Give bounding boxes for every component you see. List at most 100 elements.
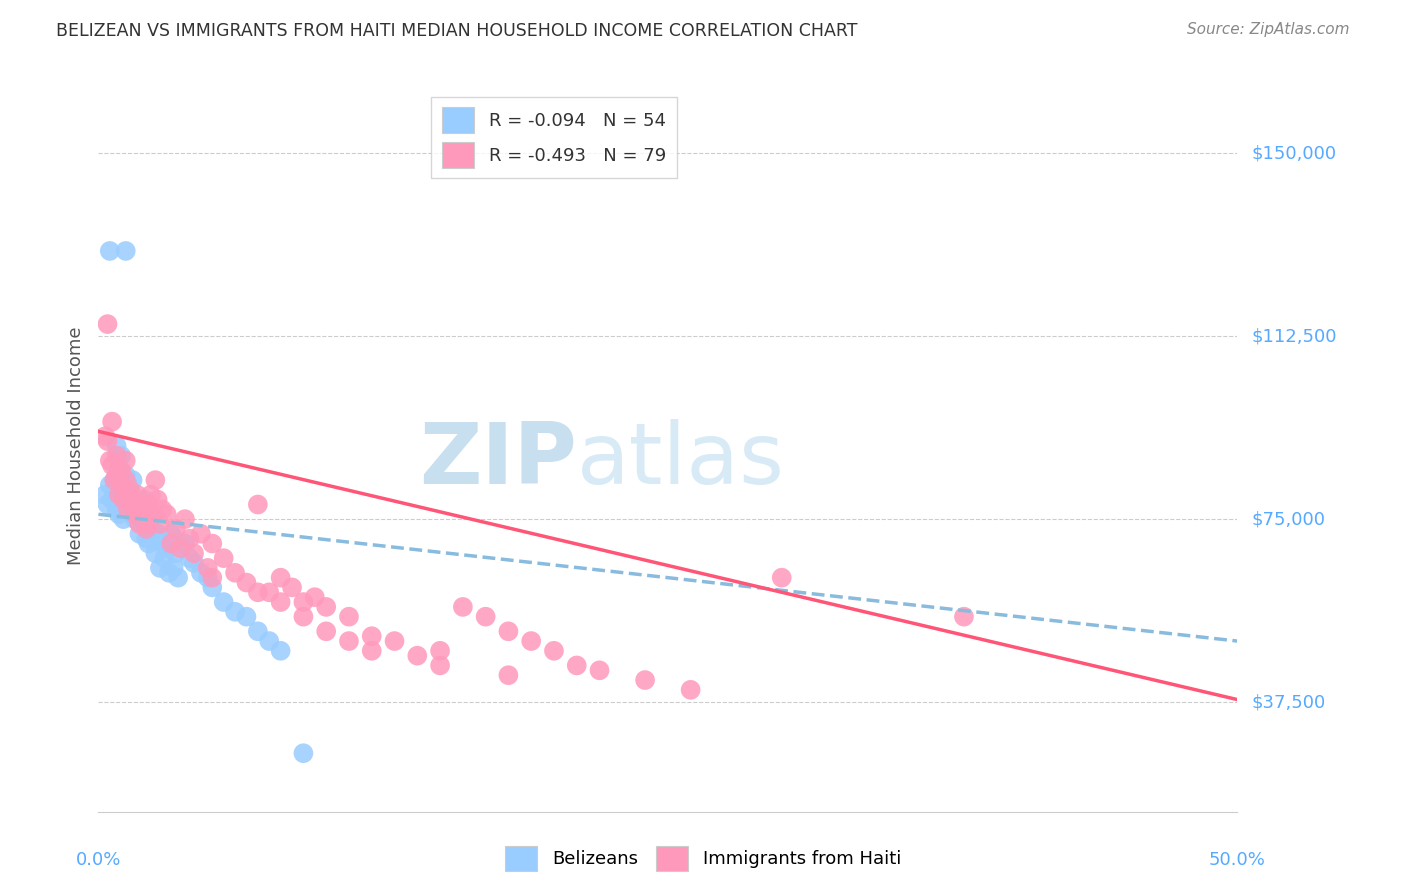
Point: [96, 317, 118, 331]
Point: [304, 590, 326, 604]
Point: [543, 644, 565, 658]
Point: [197, 561, 219, 575]
Point: [135, 522, 157, 536]
Point: [117, 502, 139, 516]
Point: [259, 585, 281, 599]
Point: [384, 634, 406, 648]
Point: [121, 473, 143, 487]
Point: [201, 571, 224, 585]
Point: [110, 449, 132, 463]
Point: [110, 478, 132, 492]
Point: [169, 541, 191, 556]
Text: $37,500: $37,500: [1251, 693, 1326, 711]
Text: ZIP: ZIP: [419, 419, 576, 502]
Point: [98, 244, 121, 258]
Point: [212, 551, 235, 566]
Point: [451, 599, 474, 614]
Point: [128, 526, 150, 541]
Point: [142, 522, 165, 536]
Point: [190, 566, 212, 580]
Point: [179, 532, 201, 546]
Point: [117, 478, 139, 492]
Point: [246, 585, 269, 599]
Point: [315, 599, 337, 614]
Point: [281, 581, 304, 595]
Point: [105, 468, 128, 483]
Text: Source: ZipAtlas.com: Source: ZipAtlas.com: [1187, 22, 1350, 37]
Point: [110, 463, 132, 477]
Point: [337, 634, 360, 648]
Point: [270, 595, 292, 609]
Point: [429, 658, 451, 673]
Point: [131, 502, 153, 516]
Point: [139, 488, 162, 502]
Point: [770, 571, 793, 585]
Point: [201, 536, 224, 550]
Point: [120, 483, 142, 497]
Point: [146, 492, 169, 507]
Point: [112, 512, 135, 526]
Point: [179, 551, 201, 566]
Point: [103, 473, 125, 487]
Point: [114, 244, 136, 258]
Point: [121, 498, 143, 512]
Point: [292, 746, 315, 760]
Point: [165, 522, 187, 536]
Point: [132, 492, 155, 507]
Y-axis label: Median Household Income: Median Household Income: [66, 326, 84, 566]
Point: [142, 508, 165, 522]
Point: [101, 492, 124, 507]
Point: [149, 516, 172, 531]
Point: [679, 682, 702, 697]
Point: [160, 526, 183, 541]
Point: [108, 508, 131, 522]
Point: [121, 492, 143, 507]
Point: [131, 516, 153, 531]
Point: [110, 498, 132, 512]
Point: [114, 473, 136, 487]
Point: [153, 551, 176, 566]
Point: [588, 663, 610, 677]
Text: $112,500: $112,500: [1251, 327, 1337, 345]
Point: [103, 473, 125, 487]
Text: $150,000: $150,000: [1251, 145, 1336, 162]
Point: [112, 488, 135, 502]
Point: [360, 644, 382, 658]
Point: [165, 546, 187, 560]
Point: [174, 512, 197, 526]
Point: [406, 648, 429, 663]
Point: [146, 526, 169, 541]
Point: [98, 478, 121, 492]
Point: [150, 502, 173, 516]
Point: [145, 546, 167, 560]
Point: [224, 605, 246, 619]
Point: [474, 609, 496, 624]
Point: [292, 595, 315, 609]
Point: [292, 609, 315, 624]
Point: [224, 566, 246, 580]
Point: [98, 453, 121, 467]
Point: [145, 473, 167, 487]
Point: [565, 658, 588, 673]
Point: [259, 634, 281, 648]
Legend: Belizeans, Immigrants from Haiti: Belizeans, Immigrants from Haiti: [498, 838, 908, 879]
Point: [190, 526, 212, 541]
Point: [108, 463, 131, 477]
Point: [121, 508, 143, 522]
Text: 0.0%: 0.0%: [76, 851, 121, 869]
Point: [162, 561, 184, 575]
Point: [270, 644, 292, 658]
Point: [270, 571, 292, 585]
Point: [127, 488, 149, 502]
Point: [429, 644, 451, 658]
Point: [108, 488, 131, 502]
Point: [94, 429, 117, 443]
Point: [96, 498, 118, 512]
Point: [101, 415, 124, 429]
Text: 50.0%: 50.0%: [1209, 851, 1265, 869]
Point: [114, 453, 136, 467]
Point: [128, 516, 150, 531]
Point: [138, 498, 160, 512]
Text: atlas: atlas: [576, 419, 785, 502]
Point: [246, 498, 269, 512]
